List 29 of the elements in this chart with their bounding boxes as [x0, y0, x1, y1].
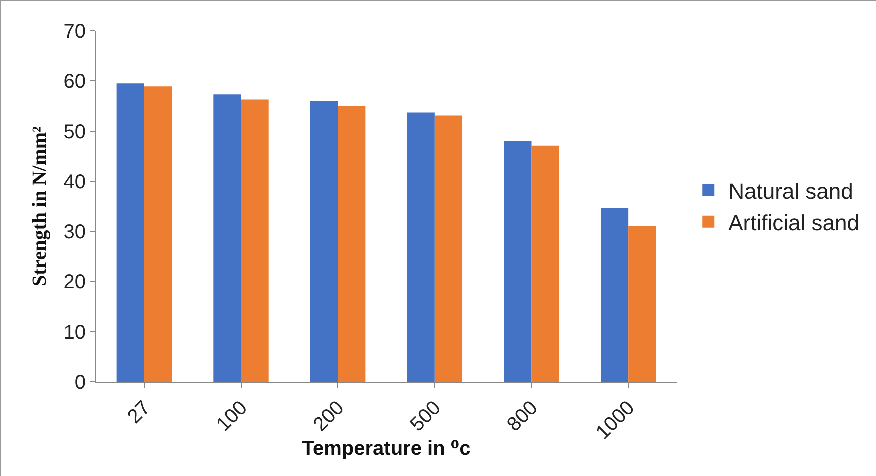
bar: [628, 226, 656, 382]
x-tick-label: 500: [406, 397, 446, 436]
y-tick-label: 60: [64, 71, 86, 94]
x-tick-label: 27: [124, 397, 156, 428]
bar: [407, 112, 435, 382]
y-tick-label: 10: [64, 322, 86, 344]
bar: [214, 94, 242, 382]
x-axis-title: Temperature in ⁰c: [302, 438, 471, 460]
y-tick-label: 50: [64, 121, 86, 144]
y-tick-label: 0: [74, 372, 86, 394]
bar: [338, 106, 366, 382]
y-tick-label: 70: [64, 21, 86, 43]
bar: [504, 141, 532, 382]
y-tick-label: 20: [64, 272, 86, 294]
bar: [434, 116, 463, 382]
y-tick-label: 40: [64, 171, 86, 194]
bar: [144, 86, 172, 382]
bar: [600, 208, 629, 382]
y-tick-label: 30: [64, 222, 86, 244]
legend-label: Natural sand: [728, 178, 854, 204]
bar: [241, 100, 269, 382]
x-tick-label: 200: [310, 397, 349, 436]
bar: [116, 84, 144, 382]
bar: [532, 146, 560, 382]
x-tick-label: 100: [212, 397, 252, 436]
bar: [310, 101, 338, 382]
x-tick-label: 800: [503, 397, 542, 436]
y-axis-title: Strength in N/mm²: [29, 126, 51, 287]
legend-label: Artificial sand: [728, 210, 860, 236]
